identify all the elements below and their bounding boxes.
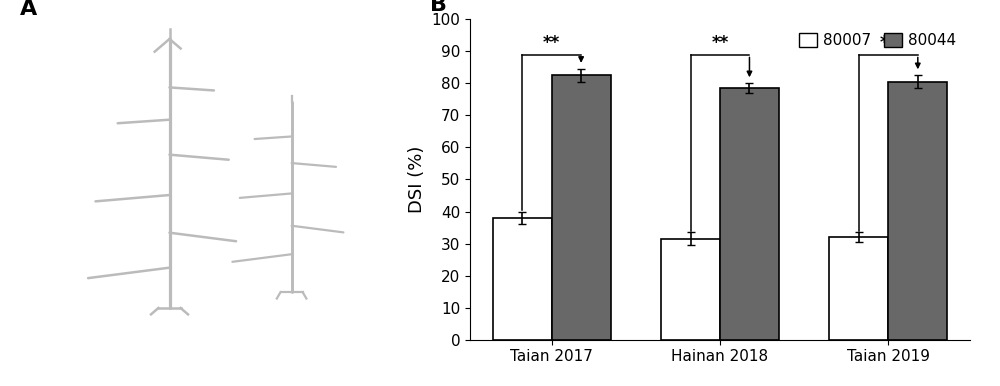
- Legend: 80007, 80044: 80007, 80044: [793, 27, 962, 54]
- Text: **: **: [880, 34, 897, 52]
- Bar: [829, 237, 888, 340]
- Bar: [493, 218, 552, 340]
- Bar: [720, 88, 779, 340]
- Text: 80007: 80007: [148, 323, 191, 337]
- Bar: [552, 75, 611, 340]
- Y-axis label: DSI (%): DSI (%): [408, 146, 426, 213]
- Bar: [661, 239, 720, 340]
- Text: 80044: 80044: [270, 323, 314, 337]
- Text: **: **: [711, 34, 729, 52]
- Bar: [888, 82, 947, 340]
- Text: A: A: [20, 0, 37, 19]
- Text: **: **: [543, 34, 560, 52]
- Text: B: B: [430, 0, 447, 15]
